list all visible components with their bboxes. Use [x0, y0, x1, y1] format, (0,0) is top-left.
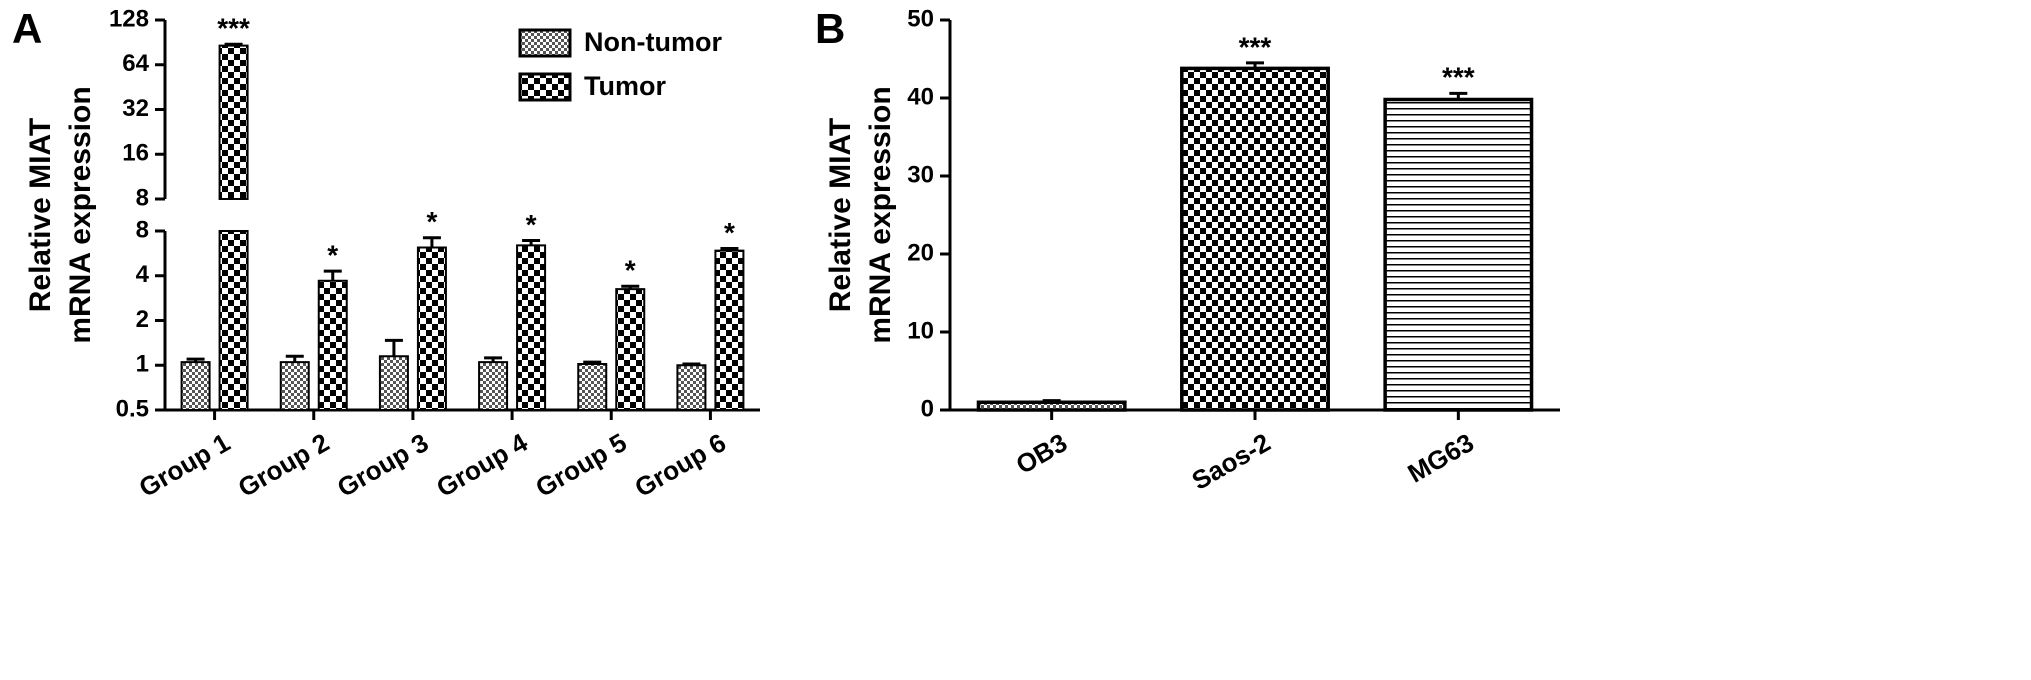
x-tick-label: Group 5 [530, 427, 631, 503]
y-tick-label: 50 [907, 5, 934, 32]
bar [714, 249, 745, 411]
error-bar [1246, 61, 1264, 69]
error-bar [224, 42, 243, 46]
bar [378, 355, 409, 411]
legend-label: Tumor [584, 71, 666, 101]
bar [279, 361, 310, 411]
significance-label: *** [1239, 31, 1272, 62]
y-tick-label: 128 [109, 5, 149, 32]
bar [478, 361, 509, 411]
error-bar [621, 284, 640, 290]
x-tick-label: Group 3 [332, 427, 433, 503]
y-tick-label: 8 [136, 184, 149, 211]
y-axis-label: Relative MIAT [824, 118, 857, 313]
bar [180, 361, 211, 411]
significance-label: * [625, 255, 636, 286]
y-tick-label: 16 [122, 140, 149, 167]
x-tick-label: OB3 [1011, 427, 1072, 480]
x-tick-label: Group 4 [431, 427, 533, 503]
error-bar [1042, 399, 1061, 403]
legend-label: Non-tumor [584, 27, 722, 57]
y-tick-label: 0.5 [116, 395, 149, 422]
significance-label: *** [1442, 62, 1475, 93]
error-bar [1449, 91, 1468, 100]
y-tick-label: 4 [136, 261, 150, 288]
bar [615, 288, 646, 411]
x-tick-label: MG63 [1402, 427, 1478, 488]
error-bar [422, 236, 441, 248]
significance-label: *** [217, 13, 250, 44]
bar [1180, 66, 1330, 412]
y-tick-label: 30 [907, 161, 934, 188]
bar [577, 362, 608, 411]
error-bar [186, 357, 205, 363]
legend-swatch [518, 28, 572, 58]
bar [976, 400, 1127, 412]
legend-swatch [518, 72, 572, 102]
y-axis-label: mRNA expression [64, 86, 97, 343]
x-tick-label: Group 1 [134, 427, 235, 503]
bar [218, 44, 249, 411]
bar [676, 364, 707, 411]
error-bar [720, 247, 739, 251]
y-tick-label: 64 [122, 50, 149, 77]
error-bar [323, 269, 342, 281]
x-tick-label: Group 2 [233, 427, 334, 503]
error-bar [285, 354, 304, 363]
bar [516, 244, 547, 411]
significance-label: * [327, 239, 338, 270]
panel-label: A [12, 5, 42, 52]
error-bar [484, 356, 503, 363]
bar [317, 279, 348, 411]
y-tick-label: 40 [907, 83, 934, 110]
panel-label: B [815, 5, 845, 52]
bar [1383, 97, 1534, 412]
significance-label: * [526, 209, 537, 240]
error-bar [583, 360, 602, 364]
error-bar [384, 338, 403, 357]
y-tick-label: 2 [136, 306, 149, 333]
y-tick-label: 32 [122, 95, 149, 122]
error-bar [522, 239, 541, 246]
y-tick-label: 1 [136, 351, 149, 378]
significance-label: * [426, 206, 437, 237]
x-tick-label: Group 6 [630, 427, 731, 503]
y-tick-label: 8 [136, 216, 149, 243]
y-tick-label: 20 [907, 239, 934, 266]
bar [416, 246, 447, 411]
y-axis-label: mRNA expression [864, 86, 897, 343]
error-bar [682, 362, 701, 366]
y-tick-label: 10 [907, 317, 934, 344]
significance-label: * [724, 217, 735, 248]
y-axis-label: Relative MIAT [24, 118, 57, 313]
y-tick-label: 0 [921, 395, 934, 422]
x-tick-label: Saos-2 [1187, 427, 1276, 496]
